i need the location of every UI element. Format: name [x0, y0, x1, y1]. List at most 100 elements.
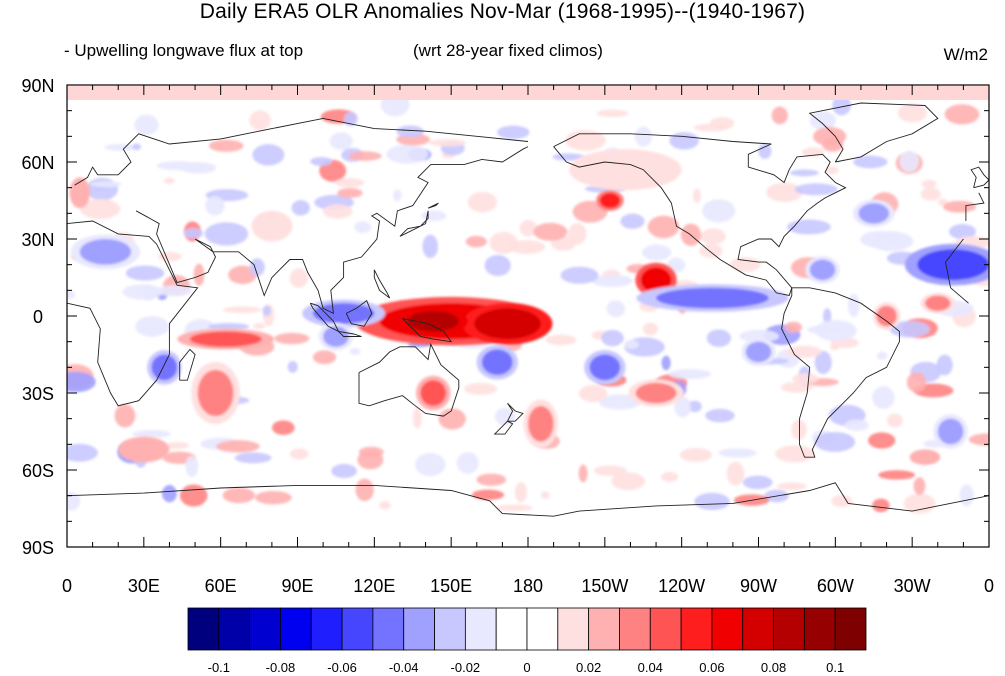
anomaly-speckle	[476, 473, 507, 486]
anomaly-speckle	[135, 316, 169, 337]
coastline	[808, 102, 939, 163]
anomaly-speckle	[692, 188, 701, 204]
anomaly-speckle	[156, 285, 193, 297]
lon-tick-label: 60W	[817, 576, 854, 596]
anomaly-speckle	[679, 447, 713, 462]
anomaly-speckle	[249, 258, 265, 277]
anomaly-speckle	[565, 130, 606, 151]
lon-tick-label: 0	[62, 576, 72, 596]
positive-anomaly	[189, 331, 262, 347]
anomaly-speckle	[814, 431, 856, 452]
lon-tick-label: 30W	[894, 576, 931, 596]
colorbar-swatch	[495, 607, 528, 651]
anomaly-speckle	[67, 290, 75, 299]
coastline	[553, 133, 847, 297]
anomaly-speckle	[134, 114, 159, 136]
anomaly-speckle	[560, 266, 599, 284]
colorbar-label: -0.04	[389, 660, 419, 675]
anomaly-speckle	[222, 306, 262, 314]
anomaly-speckle	[878, 470, 916, 480]
anomaly-speckle	[414, 452, 446, 477]
anomaly-speckle	[642, 322, 659, 336]
colorbar-swatch	[619, 607, 651, 651]
anomaly-speckle	[312, 350, 337, 365]
anomaly-speckle	[497, 125, 530, 139]
anomaly-speckle	[343, 111, 358, 127]
colorbar-label: 0.08	[761, 660, 786, 675]
positive-anomaly	[909, 449, 941, 465]
anomaly-speckle	[291, 200, 310, 216]
anomaly-speckle	[262, 305, 272, 317]
coastline	[74, 117, 529, 186]
colorbar-label: -0.06	[327, 660, 357, 675]
colorbar-swatch	[649, 607, 682, 651]
anomaly-speckle	[290, 448, 309, 460]
lat-tick-label: 30S	[22, 384, 54, 404]
anomaly-speckle	[183, 228, 203, 239]
colorbar-swatch	[680, 607, 713, 651]
anomaly-speckle	[794, 183, 838, 196]
colorbar-swatch	[434, 607, 466, 651]
negative-anomaly	[809, 259, 836, 281]
anomaly-speckle	[825, 166, 839, 175]
anomaly-speckle	[700, 228, 726, 245]
anomaly-speckle	[699, 244, 723, 258]
colorbar-label: -0.02	[451, 660, 481, 675]
anomaly-speckle	[208, 139, 244, 152]
anomaly-speckle	[809, 111, 837, 131]
anomaly-speckle	[620, 213, 645, 229]
anomaly-speckle	[207, 322, 250, 331]
anomaly-speckle	[706, 329, 732, 347]
anomaly-speckle	[484, 254, 511, 277]
anomaly-speckle	[847, 293, 860, 318]
anomaly-field	[67, 85, 989, 547]
colorbar-swatch	[742, 607, 774, 651]
anomaly-speckle	[792, 373, 819, 384]
lon-tick-label: 120W	[658, 576, 705, 596]
positive-anomaly	[407, 310, 459, 332]
coastline	[427, 202, 439, 209]
variable-description: - Upwelling longwave flux at top	[64, 41, 304, 60]
anomaly-speckle	[669, 132, 699, 150]
coastline	[781, 287, 900, 458]
anomaly-speckle	[67, 443, 98, 462]
anomaly-speckle	[578, 464, 588, 483]
anomaly-speckle	[944, 104, 980, 125]
negative-anomaly	[323, 326, 349, 347]
anomaly-speckle	[438, 408, 466, 430]
colorbar-swatch	[218, 607, 251, 651]
anomaly-speckle	[90, 181, 122, 188]
coastline	[965, 192, 985, 221]
anomaly-speckle	[593, 465, 627, 476]
lon-tick-label: 120E	[353, 576, 395, 596]
anomaly-speckle	[156, 161, 199, 171]
anomaly-speckle	[949, 224, 977, 240]
colorbar-swatch	[588, 607, 620, 651]
positive-anomaly	[528, 405, 554, 442]
anomaly-speckle	[337, 188, 363, 198]
anomaly-speckle	[634, 126, 652, 147]
colorbar-label: -0.08	[266, 660, 296, 675]
anomaly-speckle	[428, 139, 467, 147]
anomaly-speckle	[252, 144, 285, 166]
colorbar-swatch	[310, 607, 343, 651]
latitude-tick-labels: 90N 60N 30N 0 30S 60S 90S	[21, 76, 54, 558]
anomaly-speckle	[807, 324, 848, 335]
colorbar-swatch	[187, 607, 220, 651]
negative-anomaly	[858, 203, 890, 224]
anomaly-speckle	[786, 219, 831, 235]
lon-tick-label: 150E	[430, 576, 472, 596]
anomaly-speckle	[611, 472, 646, 491]
positive-anomaly	[251, 210, 293, 242]
colorbar-swatch	[526, 607, 559, 651]
anomaly-speckle	[642, 244, 672, 261]
colorbar-label: 0.06	[699, 660, 724, 675]
anomaly-speckle	[831, 494, 853, 508]
negative-anomaly	[917, 249, 989, 281]
colorbar-label: 0.1	[826, 660, 844, 675]
lon-tick-label: 90W	[740, 576, 777, 596]
anomaly-speckle	[903, 493, 936, 514]
anomaly-speckle	[786, 345, 822, 358]
anomaly-speckle	[163, 177, 175, 185]
colorbar-label: 0	[523, 660, 530, 675]
